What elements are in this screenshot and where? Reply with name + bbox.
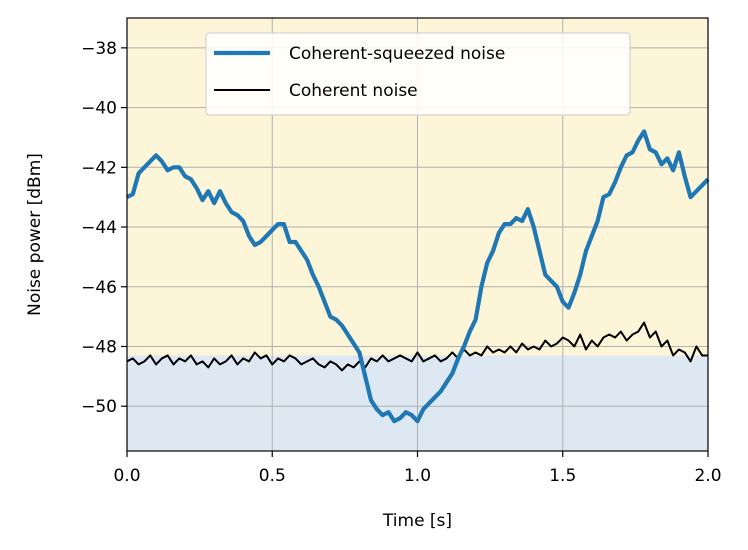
x-tick-label-3: 1.5 — [549, 466, 576, 486]
legend-label-coherent: Coherent noise — [289, 81, 418, 101]
y-tick-label-3: −44 — [81, 218, 117, 238]
series-layer — [126, 129, 710, 424]
legend-label-coherent-squeezed: Coherent-squeezed noise — [289, 44, 505, 64]
series-line-coherent — [126, 321, 708, 372]
y-tick-label-5: −40 — [81, 99, 117, 119]
x-tick-label-4: 2.0 — [694, 466, 721, 486]
x-tick-label-1: 0.5 — [259, 466, 286, 486]
legend: Coherent-squeezed noise Coherent noise — [205, 32, 631, 116]
y-axis-label: Noise power [dBm] — [25, 153, 45, 316]
x-axis-label: Time [s] — [382, 511, 452, 531]
y-tick-label-4: −42 — [81, 158, 117, 178]
y-axis-ticks: −50 −48 −46 −44 −42 −40 −38 — [81, 39, 127, 417]
y-tick-label-2: −46 — [81, 278, 117, 298]
legend-box — [205, 32, 631, 116]
y-tick-label-0: −50 — [81, 397, 117, 417]
series-line-coherent-squeezed — [126, 129, 710, 424]
y-tick-label-6: −38 — [81, 39, 117, 59]
x-tick-label-0: 0.0 — [113, 466, 140, 486]
y-tick-label-1: −48 — [81, 337, 117, 357]
x-tick-label-2: 1.0 — [404, 466, 431, 486]
x-axis-ticks: 0.0 0.5 1.0 1.5 2.0 — [113, 451, 722, 486]
